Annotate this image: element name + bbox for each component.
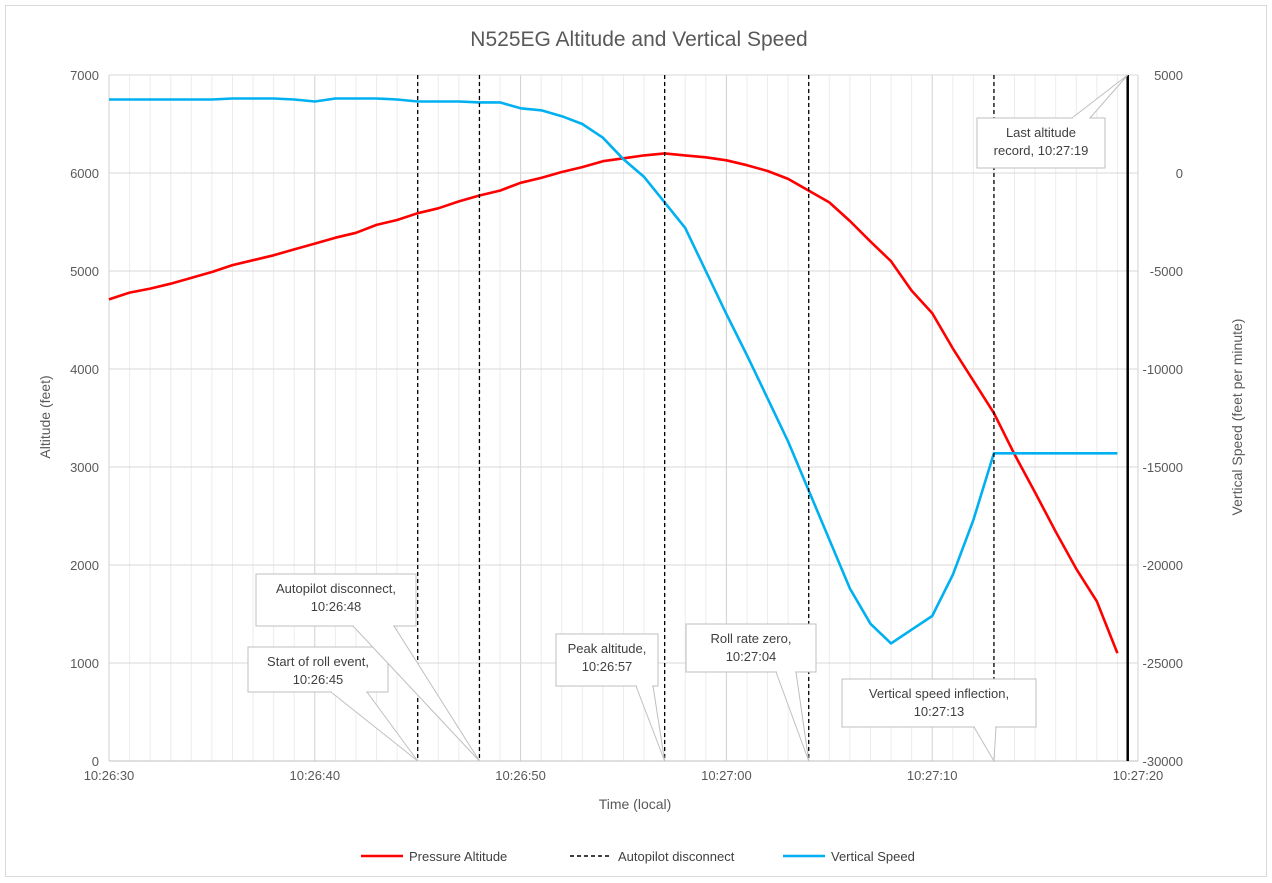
x-tick-label: 10:26:40 [289, 768, 340, 783]
callout-text: 10:27:13 [914, 704, 965, 719]
y-tick-label: 7000 [70, 68, 99, 83]
legend-item: Vertical Speed [783, 849, 915, 864]
callout-pointer [775, 671, 810, 762]
legend-item: Autopilot disconnect [570, 849, 735, 864]
legend: Pressure Altitude Autopilot disconnect Ver… [361, 849, 915, 864]
y-tick-label: 6000 [70, 166, 99, 181]
callout-text: Autopilot disconnect, [276, 581, 396, 596]
callout-text: record, 10:27:19 [994, 143, 1089, 158]
legend-label: Autopilot disconnect [618, 849, 735, 864]
chart-svg: N525EG Altitude and Vertical Speed Altit… [37, 28, 1245, 864]
y2-tick-label: -25000 [1143, 656, 1183, 671]
callout-box [841, 678, 1037, 728]
y-axis-title: Altitude (feet) [37, 375, 53, 458]
vertical-speed-line [109, 97, 1118, 645]
y2-tick-label: -30000 [1143, 754, 1183, 769]
callout-box [685, 623, 817, 673]
x-tick-label: 10:26:30 [84, 768, 135, 783]
y-tick-label: 3000 [70, 460, 99, 475]
y-tick-label: 1000 [70, 656, 99, 671]
callout: Start of roll event, 10:26:45 [247, 646, 419, 762]
callout-box [247, 646, 389, 693]
y-tick-label: 0 [92, 754, 99, 769]
callout-pointer [329, 691, 419, 762]
callout-text: Last altitude [1006, 125, 1076, 140]
legend-label: Vertical Speed [831, 849, 915, 864]
callout-text: 10:26:57 [582, 659, 633, 674]
callout-box [555, 633, 659, 687]
callout-text: 10:26:45 [293, 672, 344, 687]
callout: Autopilot disconnect, 10:26:48 [255, 573, 480, 762]
callout-box [976, 117, 1106, 169]
y2-tick-label: -15000 [1143, 460, 1183, 475]
legend-label: Pressure Altitude [409, 849, 507, 864]
callout-text: 10:26:48 [311, 599, 362, 614]
y2-tick-label: -5000 [1150, 264, 1183, 279]
callout-text: Start of roll event, [267, 654, 369, 669]
chart-title: N525EG Altitude and Vertical Speed [470, 28, 807, 51]
x-tick-label: 10:27:00 [701, 768, 752, 783]
callout-box [255, 573, 417, 627]
y2-axis-title: Vertical Speed (feet per minute) [1229, 319, 1245, 516]
pressure-altitude-line [108, 152, 1119, 654]
event-markers [417, 75, 1129, 761]
callout: Roll rate zero, 10:27:04 [685, 623, 817, 762]
y-tick-label: 4000 [70, 362, 99, 377]
y2-tick-label: 0 [1176, 166, 1183, 181]
y2-tick-label: 5000 [1154, 68, 1183, 83]
callout: Vertical speed inflection, 10:27:13 [841, 678, 1037, 763]
y-tick-label: 2000 [70, 558, 99, 573]
x-axis-title: Time (local) [599, 796, 672, 812]
x-tick-label: 10:27:20 [1113, 768, 1164, 783]
y2-tick-label: -20000 [1143, 558, 1183, 573]
callout-pointer [973, 726, 997, 763]
callout: Last altitude record, 10:27:19 [976, 74, 1129, 169]
callout-text: Roll rate zero, [711, 631, 792, 646]
callout-pointer [1070, 74, 1129, 119]
callout-text: Vertical speed inflection, [869, 686, 1009, 701]
tick-labels: 10:26:30 10:26:40 10:26:50 10:27:00 10:27:10… [70, 68, 1183, 783]
legend-item: Pressure Altitude [361, 849, 507, 864]
chart-frame: N525EG Altitude and Vertical Speed Altit… [5, 5, 1267, 877]
callout-pointer [635, 685, 666, 762]
plot-series [108, 97, 1119, 654]
y-tick-label: 5000 [70, 264, 99, 279]
x-tick-label: 10:27:10 [907, 768, 958, 783]
callout-pointer [351, 625, 480, 762]
callout-text: 10:27:04 [726, 649, 777, 664]
y2-tick-label: -10000 [1143, 362, 1183, 377]
x-tick-label: 10:26:50 [495, 768, 546, 783]
callout: Peak altitude, 10:26:57 [555, 633, 666, 762]
callout-text: Peak altitude, [568, 641, 647, 656]
